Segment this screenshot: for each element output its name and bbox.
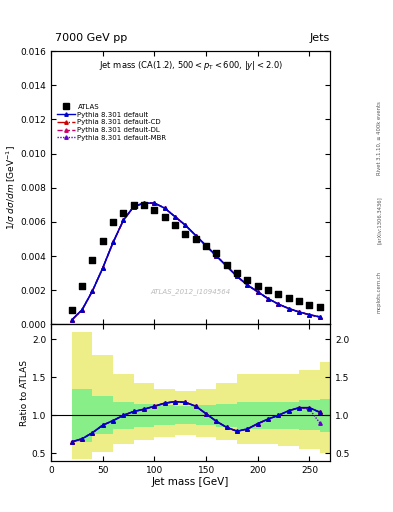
Point <box>296 297 302 305</box>
Point <box>151 206 158 214</box>
Point <box>110 218 116 226</box>
Point <box>234 269 240 277</box>
Point <box>244 276 251 284</box>
Point <box>89 256 95 264</box>
Point <box>172 221 178 229</box>
Text: ATLAS_2012_I1094564: ATLAS_2012_I1094564 <box>151 288 231 295</box>
X-axis label: Jet mass [GeV]: Jet mass [GeV] <box>152 477 229 487</box>
Point <box>286 294 292 302</box>
Text: [arXiv:1306.3436]: [arXiv:1306.3436] <box>377 196 382 244</box>
Point <box>79 282 85 290</box>
Point <box>99 237 106 245</box>
Point <box>162 212 168 221</box>
Text: mcplots.cern.ch: mcplots.cern.ch <box>377 271 382 313</box>
Legend: ATLAS, Pythia 8.301 default, Pythia 8.301 default-CD, Pythia 8.301 default-DL, P: ATLAS, Pythia 8.301 default, Pythia 8.30… <box>57 104 167 141</box>
Point <box>141 201 147 209</box>
Point <box>224 261 230 269</box>
Point <box>203 242 209 250</box>
Point <box>120 209 127 218</box>
Point <box>265 286 271 294</box>
Point <box>69 306 75 314</box>
Text: Jets: Jets <box>310 33 330 44</box>
Point <box>213 248 220 257</box>
Point <box>275 289 282 297</box>
Text: Jet mass (CA(1.2), $500 < p_\mathrm{T} < 600$, $|y| < 2.0$): Jet mass (CA(1.2), $500 < p_\mathrm{T} <… <box>99 59 283 72</box>
Text: 7000 GeV pp: 7000 GeV pp <box>55 33 127 44</box>
Text: Rivet 3.1.10, ≥ 400k events: Rivet 3.1.10, ≥ 400k events <box>377 101 382 175</box>
Point <box>317 303 323 311</box>
Point <box>182 230 189 238</box>
Point <box>306 301 312 309</box>
Point <box>255 282 261 290</box>
Y-axis label: Ratio to ATLAS: Ratio to ATLAS <box>20 359 29 425</box>
Point <box>130 201 137 209</box>
Y-axis label: $1/\sigma\;d\sigma/dm\;[\mathrm{GeV}^{-1}]$: $1/\sigma\;d\sigma/dm\;[\mathrm{GeV}^{-1… <box>4 145 18 230</box>
Point <box>193 235 199 243</box>
